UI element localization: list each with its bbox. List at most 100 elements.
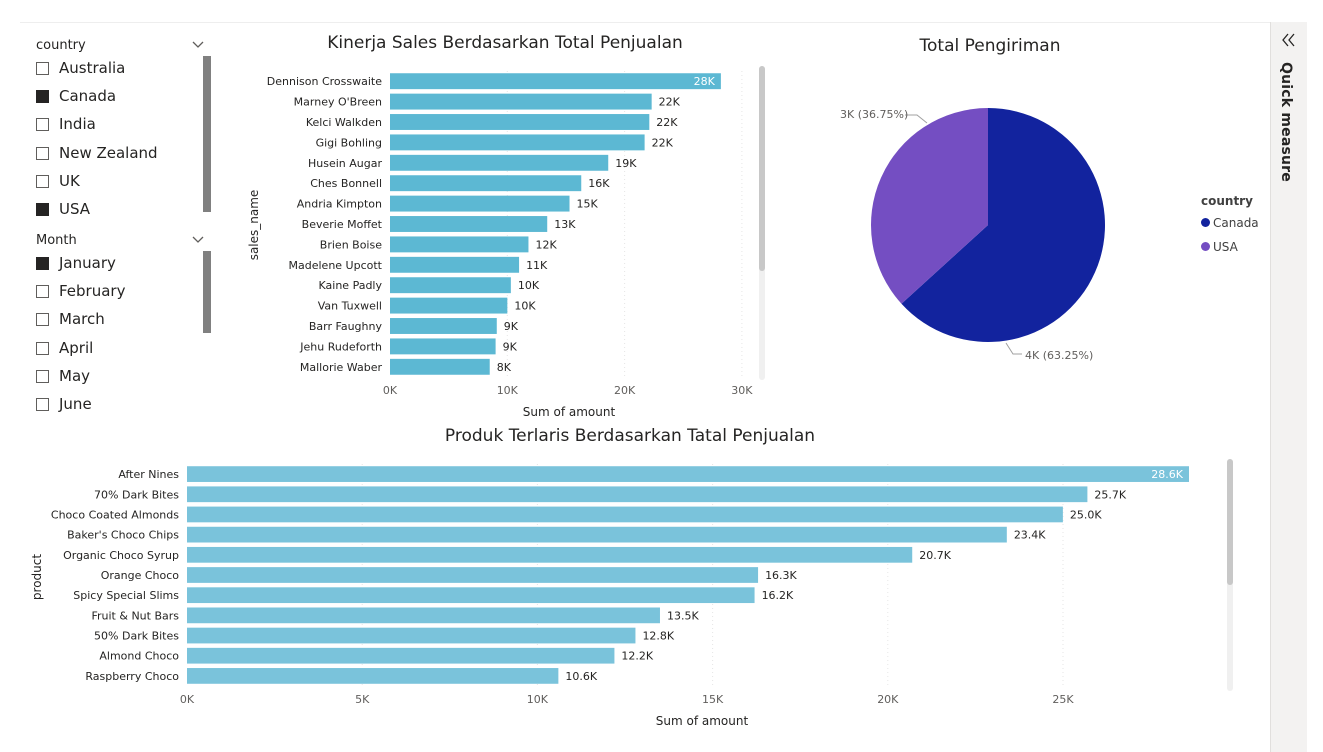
checkbox[interactable] xyxy=(36,369,49,383)
sales-category-label: Van Tuxwell xyxy=(318,300,382,313)
pie-label-canada: 4K (63.25%) xyxy=(1025,349,1094,362)
sales-bar[interactable] xyxy=(390,318,497,334)
product-bar[interactable] xyxy=(187,627,636,644)
country-slicer-item[interactable]: Australia xyxy=(28,56,218,84)
product-category-label: 70% Dark Bites xyxy=(94,488,179,501)
country-slicer-item[interactable]: New Zealand xyxy=(28,141,218,169)
product-bar[interactable] xyxy=(187,567,759,583)
chevron-down-icon[interactable] xyxy=(190,231,206,247)
product-bar[interactable] xyxy=(187,466,1189,482)
checkbox-checked[interactable] xyxy=(36,90,49,104)
month-slicer-item-label: April xyxy=(59,338,94,357)
month-slicer-item[interactable]: March xyxy=(28,307,218,335)
quick-measure-label[interactable]: Quick measure xyxy=(1278,62,1294,182)
pie-leader-usa xyxy=(905,114,928,124)
country-slicer-item[interactable]: Canada xyxy=(28,84,218,112)
sales-bar[interactable] xyxy=(390,297,508,314)
pie-chart xyxy=(871,108,1105,355)
country-slicer-item-label: USA xyxy=(59,199,91,218)
product-category-label: Baker's Choco Chips xyxy=(67,529,179,542)
product-bar[interactable] xyxy=(187,506,1063,523)
sales-category-label: Mallorie Waber xyxy=(300,361,383,374)
product-bar[interactable] xyxy=(187,486,1088,503)
sales-bar[interactable] xyxy=(390,236,529,253)
sales-category-label: Beverie Moffet xyxy=(302,218,383,231)
product-bar[interactable] xyxy=(187,647,615,664)
product-bar[interactable] xyxy=(187,546,913,563)
checkbox[interactable] xyxy=(36,62,49,75)
checkbox[interactable] xyxy=(36,146,49,160)
checkbox-checked[interactable] xyxy=(36,202,49,216)
product-bar[interactable] xyxy=(187,526,1007,543)
checkbox-checked[interactable] xyxy=(36,257,49,270)
sales-bar[interactable] xyxy=(390,154,609,171)
product-category-label: Organic Choco Syrup xyxy=(63,549,179,562)
x-tick-label: 15K xyxy=(702,693,724,706)
sales-data-label: 10K xyxy=(518,279,540,292)
sales-bar[interactable] xyxy=(390,73,721,90)
legend-marker-canada xyxy=(1201,218,1210,227)
pie-slice-canada[interactable] xyxy=(901,108,1105,342)
legend-label-usa: USA xyxy=(1213,240,1238,254)
legend-item-usa[interactable]: USA xyxy=(1201,240,1238,254)
sales-data-label: 9K xyxy=(504,320,519,333)
sales-bar[interactable] xyxy=(390,93,652,110)
product-bar[interactable] xyxy=(187,668,559,684)
sales-bar[interactable] xyxy=(390,277,511,294)
sales-bar[interactable] xyxy=(390,338,496,355)
sales-bar[interactable] xyxy=(390,175,582,192)
product-category-label: Fruit & Nut Bars xyxy=(91,609,179,622)
x-tick-label: 0K xyxy=(383,384,398,397)
month-slicer-item-label: March xyxy=(59,310,105,329)
month-slicer-item[interactable]: January xyxy=(28,251,218,279)
y-axis-label: product xyxy=(30,554,44,600)
checkbox[interactable] xyxy=(36,313,49,327)
sales-data-label: 11K xyxy=(526,259,548,272)
country-slicer-item-label: Canada xyxy=(59,87,117,106)
product-category-label: Orange Choco xyxy=(101,569,180,582)
pie-chart-title: Total Pengiriman xyxy=(919,36,1061,56)
sales-bar[interactable] xyxy=(390,216,548,232)
product-scrollbar-thumb[interactable] xyxy=(1227,459,1233,585)
checkbox[interactable] xyxy=(36,285,49,299)
month-slicer-item[interactable]: April xyxy=(28,336,218,364)
chevron-down-icon[interactable] xyxy=(190,36,206,52)
sales-data-label: 15K xyxy=(577,198,599,211)
country-slicer-item[interactable]: USA xyxy=(28,197,218,225)
double-chevron-left-icon[interactable] xyxy=(1279,30,1299,50)
product-data-label: 16.2K xyxy=(762,589,794,602)
sales-bar[interactable] xyxy=(390,358,490,375)
sales-bar-chart: 0K 10K 20K 30K Dennison Crosswaite 28K Marney … xyxy=(247,66,765,419)
product-data-label: 10.6K xyxy=(565,670,597,683)
month-slicer-item-label: February xyxy=(59,282,126,301)
country-slicer-item[interactable]: India xyxy=(28,112,218,140)
report-canvas: country Australia Canada India New Zealand U… xyxy=(20,22,1270,728)
country-slicer-item-label: Australia xyxy=(59,59,126,77)
sales-data-label: 13K xyxy=(554,218,576,231)
sales-bar[interactable] xyxy=(390,256,520,273)
checkbox[interactable] xyxy=(36,118,49,132)
month-slicer-item[interactable]: February xyxy=(28,279,218,307)
month-slicer-item[interactable]: May xyxy=(28,364,218,392)
legend-item-canada[interactable]: Canada xyxy=(1201,216,1259,230)
product-data-label: 20.7K xyxy=(919,549,951,562)
country-slicer: country Australia Canada India New Zealand U… xyxy=(28,36,218,225)
month-slicer-scrollbar[interactable] xyxy=(203,251,211,333)
sales-chart-title: Kinerja Sales Berdasarkan Total Penjuala… xyxy=(327,33,683,53)
sales-category-label: Dennison Crosswaite xyxy=(267,75,382,88)
sales-bar[interactable] xyxy=(390,114,650,130)
product-bar[interactable] xyxy=(187,587,755,604)
sales-bar[interactable] xyxy=(390,134,645,151)
country-slicer-item-label: UK xyxy=(59,171,80,190)
sales-category-label: Jehu Rudeforth xyxy=(299,340,382,353)
pie-slice-usa[interactable] xyxy=(871,108,988,304)
sales-bar[interactable] xyxy=(390,195,570,212)
country-slicer-item[interactable]: UK xyxy=(28,169,218,197)
checkbox[interactable] xyxy=(36,174,49,188)
sales-scrollbar-thumb[interactable] xyxy=(759,66,765,271)
month-slicer-item[interactable]: June xyxy=(28,392,218,420)
country-slicer-scrollbar[interactable] xyxy=(203,56,211,212)
checkbox[interactable] xyxy=(36,397,49,411)
checkbox[interactable] xyxy=(36,341,49,355)
product-bar[interactable] xyxy=(187,607,660,624)
